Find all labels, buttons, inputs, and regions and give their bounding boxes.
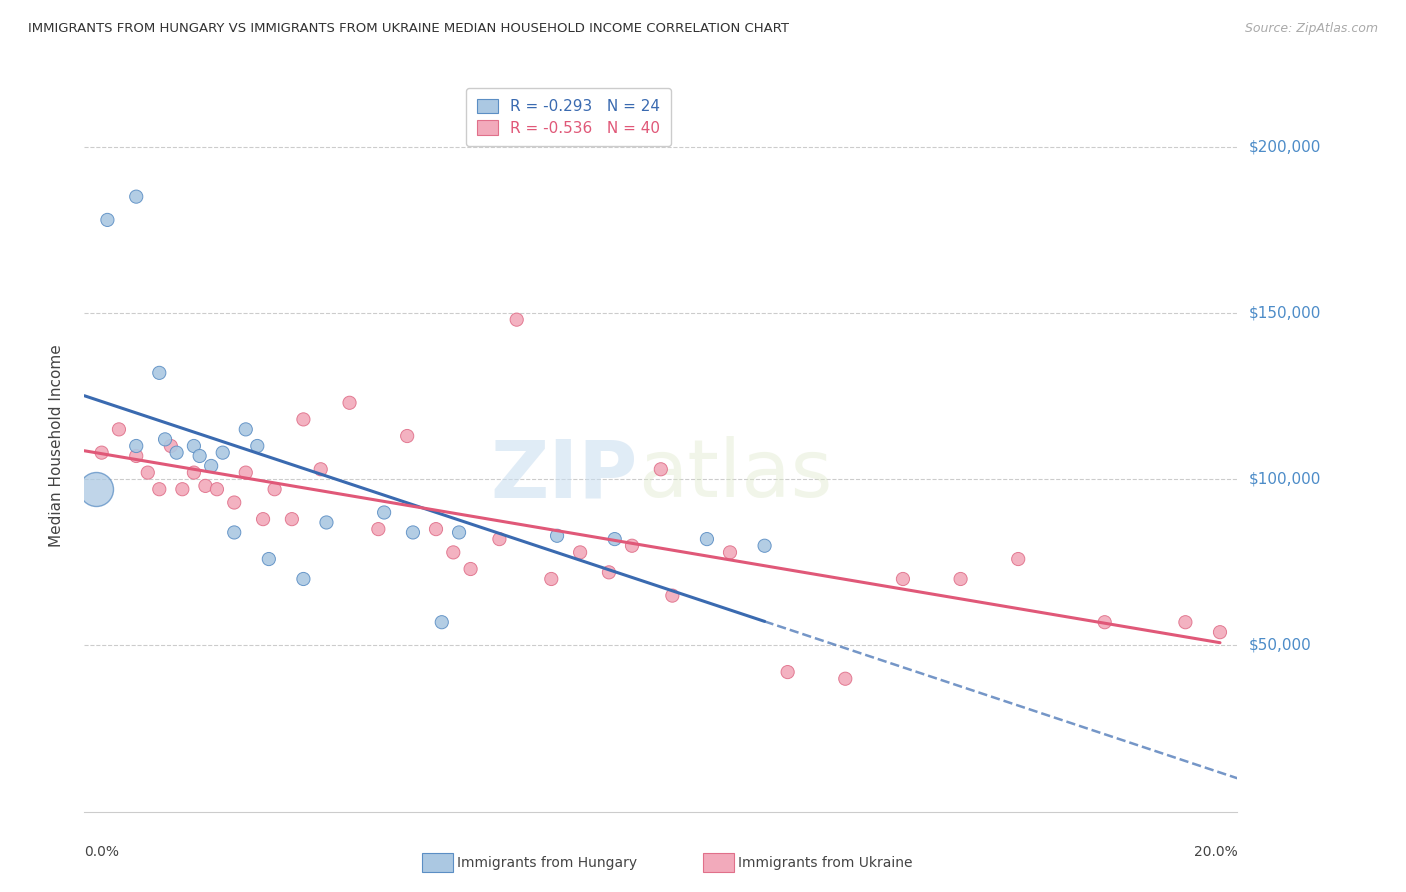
Point: [194, 479, 217, 493]
Point: [447, 525, 470, 540]
Point: [373, 506, 395, 520]
Point: [292, 412, 315, 426]
Point: [598, 566, 620, 580]
Point: [339, 396, 361, 410]
Legend: R = -0.293   N = 24, R = -0.536   N = 40: R = -0.293 N = 24, R = -0.536 N = 40: [465, 88, 671, 146]
Point: [200, 458, 222, 473]
Point: [292, 572, 315, 586]
Point: [188, 449, 211, 463]
Text: $200,000: $200,000: [1249, 139, 1320, 154]
Point: [396, 429, 419, 443]
Text: $150,000: $150,000: [1249, 306, 1320, 320]
Point: [84, 482, 107, 496]
Text: ZIP: ZIP: [491, 436, 638, 515]
Point: [460, 562, 482, 576]
Point: [136, 466, 159, 480]
Point: [1209, 625, 1232, 640]
Point: [367, 522, 389, 536]
Point: [172, 482, 194, 496]
Point: [235, 466, 257, 480]
Point: [488, 532, 510, 546]
Text: atlas: atlas: [638, 436, 832, 515]
Point: [125, 189, 148, 203]
Point: [546, 529, 568, 543]
Point: [125, 439, 148, 453]
Y-axis label: Median Household Income: Median Household Income: [49, 344, 63, 548]
Point: [603, 532, 626, 546]
Text: $50,000: $50,000: [1249, 638, 1312, 653]
Point: [183, 439, 205, 453]
Point: [281, 512, 304, 526]
Point: [252, 512, 274, 526]
Point: [834, 672, 856, 686]
Point: [257, 552, 280, 566]
Point: [315, 516, 337, 530]
Point: [650, 462, 672, 476]
Point: [148, 366, 170, 380]
Point: [153, 433, 176, 447]
Text: $100,000: $100,000: [1249, 472, 1320, 487]
Point: [205, 482, 228, 496]
Point: [754, 539, 776, 553]
Point: [96, 213, 118, 227]
Point: [425, 522, 447, 536]
Point: [160, 439, 183, 453]
Point: [430, 615, 453, 630]
Point: [309, 462, 332, 476]
Point: [224, 495, 246, 509]
Text: Immigrants from Hungary: Immigrants from Hungary: [457, 855, 637, 870]
Point: [891, 572, 914, 586]
Point: [166, 445, 188, 459]
Point: [108, 422, 131, 436]
Point: [569, 545, 592, 559]
Point: [1174, 615, 1197, 630]
Point: [776, 665, 799, 679]
Point: [540, 572, 562, 586]
Text: 0.0%: 0.0%: [84, 845, 120, 859]
Text: Immigrants from Ukraine: Immigrants from Ukraine: [738, 855, 912, 870]
Point: [246, 439, 269, 453]
Point: [949, 572, 972, 586]
Text: 20.0%: 20.0%: [1194, 845, 1237, 859]
Point: [263, 482, 285, 496]
Point: [224, 525, 246, 540]
Point: [661, 589, 683, 603]
Text: Source: ZipAtlas.com: Source: ZipAtlas.com: [1244, 22, 1378, 36]
Point: [1094, 615, 1116, 630]
Point: [211, 445, 233, 459]
Point: [183, 466, 205, 480]
Point: [402, 525, 425, 540]
Point: [90, 445, 112, 459]
Point: [148, 482, 170, 496]
Point: [1007, 552, 1029, 566]
Point: [718, 545, 741, 559]
Point: [621, 539, 644, 553]
Text: IMMIGRANTS FROM HUNGARY VS IMMIGRANTS FROM UKRAINE MEDIAN HOUSEHOLD INCOME CORRE: IMMIGRANTS FROM HUNGARY VS IMMIGRANTS FR…: [28, 22, 789, 36]
Point: [235, 422, 257, 436]
Point: [125, 449, 148, 463]
Point: [441, 545, 464, 559]
Point: [696, 532, 718, 546]
Point: [506, 312, 529, 326]
